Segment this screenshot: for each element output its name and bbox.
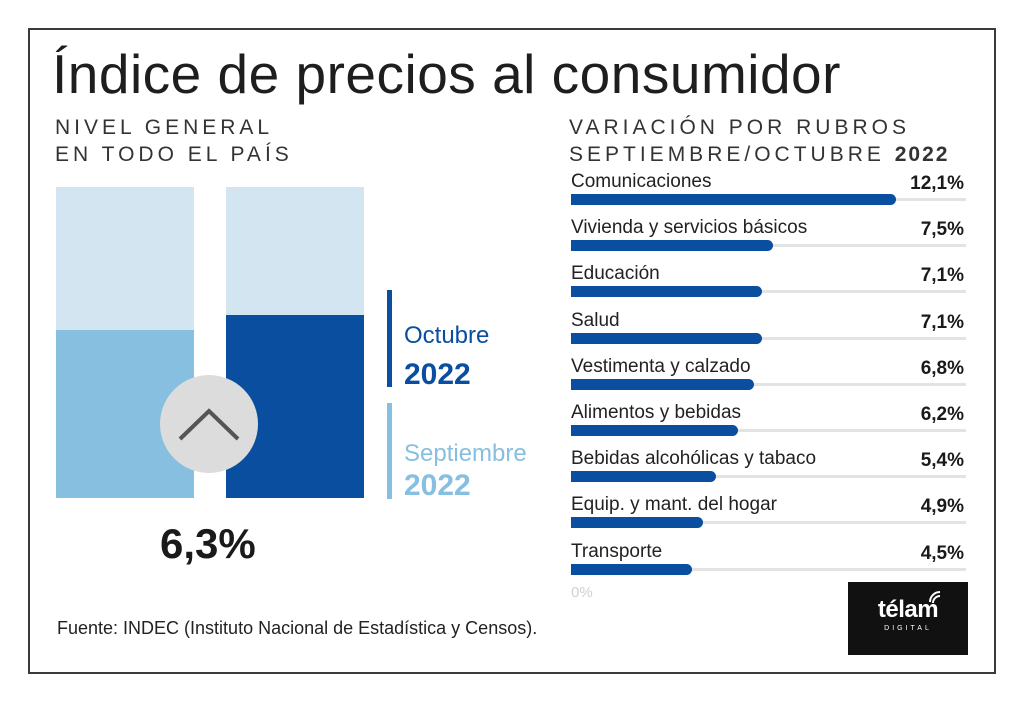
headline-value: 6,3% bbox=[160, 520, 256, 567]
rubro-track bbox=[571, 475, 966, 478]
increase-indicator bbox=[160, 375, 258, 473]
rubro-track bbox=[571, 568, 966, 571]
rubro-label: Transporte bbox=[571, 541, 663, 562]
legend-septiembre-marker bbox=[387, 403, 392, 499]
right-subtitle-year: 2022 bbox=[894, 143, 950, 166]
rubro-bar bbox=[571, 425, 738, 436]
rubro-bar bbox=[571, 240, 773, 251]
rubro-row: Bebidas alcohólicas y tabaco 5,4% bbox=[571, 448, 966, 494]
right-subtitle: VARIACIÓN POR RUBROS SEPTIEMBRE/OCTUBRE … bbox=[569, 114, 949, 168]
rubro-label: Bebidas alcohólicas y tabaco bbox=[571, 448, 817, 469]
legend-octubre-marker bbox=[387, 290, 392, 387]
rubro-label: Vestimenta y calzado bbox=[571, 356, 751, 377]
rubro-bar bbox=[571, 286, 762, 297]
rubro-bar bbox=[571, 517, 703, 528]
rubro-label: Educación bbox=[571, 263, 660, 284]
legend-septiembre-year: 2022 bbox=[404, 469, 471, 502]
signal-icon bbox=[929, 591, 941, 604]
telam-logo: télam DIGITAL bbox=[848, 582, 968, 655]
rubro-track bbox=[571, 383, 966, 386]
left-subtitle: NIVEL GENERAL EN TODO EL PAÍS bbox=[55, 114, 293, 168]
right-subtitle-line2: SEPTIEMBRE/OCTUBRE 2022 bbox=[569, 141, 949, 168]
rubro-row: Vivienda y servicios básicos 7,5% bbox=[571, 217, 966, 263]
rubro-row: Transporte 4,5% bbox=[571, 541, 966, 587]
rubro-label: Salud bbox=[571, 310, 620, 331]
logo-sub: DIGITAL bbox=[884, 625, 932, 632]
right-subtitle-period: SEPTIEMBRE/OCTUBRE bbox=[569, 143, 885, 166]
rubro-row: Vestimenta y calzado 6,8% bbox=[571, 356, 966, 402]
page-title: Índice de precios al consumidor bbox=[52, 43, 841, 105]
rubro-value-label: 7,5% bbox=[920, 219, 964, 240]
rubro-track bbox=[571, 429, 966, 432]
legend-octubre-month: Octubre bbox=[404, 322, 490, 349]
legend-septiembre-month: Septiembre bbox=[404, 440, 527, 467]
rubro-row: Equip. y mant. del hogar 4,9% bbox=[571, 494, 966, 540]
rubro-label: Vivienda y servicios básicos bbox=[571, 217, 808, 238]
rubro-bar bbox=[571, 194, 896, 205]
rubro-value-label: 12,1% bbox=[910, 173, 964, 194]
chevron-up-icon bbox=[178, 408, 240, 441]
rubro-value-label: 6,8% bbox=[920, 358, 964, 379]
rubro-row: Alimentos y bebidas 6,2% bbox=[571, 402, 966, 448]
rubro-value-label: 7,1% bbox=[920, 265, 964, 286]
legend-octubre-year: 2022 bbox=[404, 358, 471, 391]
rubro-label: Equip. y mant. del hogar bbox=[571, 494, 777, 515]
rubro-value-label: 4,9% bbox=[920, 496, 964, 517]
rubro-row: Salud 7,1% bbox=[571, 310, 966, 356]
x-axis-zero-label: 0% bbox=[571, 584, 593, 601]
right-subtitle-line1: VARIACIÓN POR RUBROS bbox=[569, 116, 910, 139]
rubro-track bbox=[571, 521, 966, 524]
rubro-value-label: 4,5% bbox=[920, 543, 964, 564]
rubro-label: Alimentos y bebidas bbox=[571, 402, 742, 423]
source-note: Fuente: INDEC (Instituto Nacional de Est… bbox=[57, 618, 538, 638]
left-subtitle-line1: NIVEL GENERAL bbox=[55, 116, 274, 139]
rubro-bar bbox=[571, 471, 716, 482]
rubro-bar bbox=[571, 333, 762, 344]
rubro-row: Educación 7,1% bbox=[571, 263, 966, 309]
rubro-bar bbox=[571, 564, 692, 575]
rubro-bar bbox=[571, 379, 754, 390]
rubro-track bbox=[571, 337, 966, 340]
rubro-track bbox=[571, 290, 966, 293]
rubro-value-label: 6,2% bbox=[920, 404, 964, 425]
rubro-label: Comunicaciones bbox=[571, 171, 712, 192]
rubro-row: Comunicaciones 12,1% bbox=[571, 171, 966, 217]
logo-name: télam bbox=[877, 596, 939, 623]
rubro-value-label: 7,1% bbox=[920, 312, 964, 333]
left-subtitle-line2: EN TODO EL PAÍS bbox=[55, 143, 293, 166]
rubro-value-label: 5,4% bbox=[920, 450, 964, 471]
